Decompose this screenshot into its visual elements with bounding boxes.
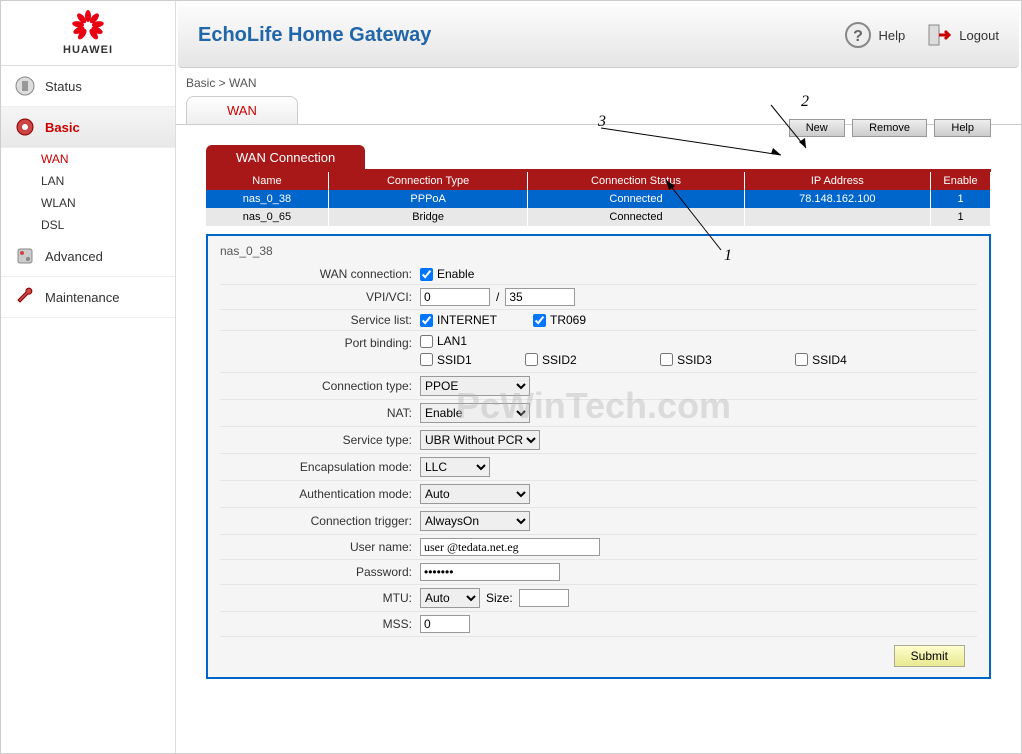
label-mtu: MTU:	[220, 591, 420, 605]
form-panel: nas_0_38 WAN connection: Enable VPI/VCI:…	[206, 234, 991, 679]
submit-button[interactable]: Submit	[894, 645, 965, 667]
content-area: PcWinTech.com WAN Connection New Remove …	[176, 125, 1021, 699]
action-buttons: New Remove Help	[785, 119, 991, 137]
status-icon	[13, 74, 37, 98]
main-area: EchoLife Home Gateway ? Help Logout Basi…	[176, 1, 1021, 753]
help-label: Help	[878, 28, 905, 43]
huawei-logo-icon	[67, 10, 109, 42]
help-action-button[interactable]: Help	[934, 119, 991, 137]
col-cstatus: Connection Status	[528, 172, 744, 190]
ssid4-checkbox[interactable]: SSID4	[795, 353, 847, 367]
label-auth: Authentication mode:	[220, 487, 420, 501]
label-encap: Encapsulation mode:	[220, 460, 420, 474]
internet-checkbox[interactable]: INTERNET	[420, 313, 497, 327]
col-enable: Enable	[931, 172, 991, 190]
label-conntype: Connection type:	[220, 379, 420, 393]
remove-button[interactable]: Remove	[852, 119, 927, 137]
sidebar-item-basic[interactable]: Basic	[1, 107, 175, 148]
enable-checkbox-label[interactable]: Enable	[420, 267, 474, 281]
new-button[interactable]: New	[789, 119, 845, 137]
col-ctype: Connection Type	[328, 172, 527, 190]
breadcrumb: Basic > WAN	[176, 70, 1021, 96]
label-username: User name:	[220, 540, 420, 554]
username-input[interactable]	[420, 538, 600, 556]
help-icon: ?	[844, 21, 872, 49]
subnav-lan[interactable]: LAN	[31, 170, 175, 192]
brand-name: HUAWEI	[63, 44, 113, 56]
subnav-dsl[interactable]: DSL	[31, 214, 175, 236]
header-bar: EchoLife Home Gateway ? Help Logout	[178, 3, 1019, 68]
section-title: WAN Connection	[206, 145, 365, 170]
wrench-icon	[13, 285, 37, 309]
size-input[interactable]	[519, 589, 569, 607]
label-servicelist: Service list:	[220, 313, 420, 327]
ssid3-checkbox[interactable]: SSID3	[660, 353, 712, 367]
subnav-wan[interactable]: WAN	[31, 148, 175, 170]
tr069-checkbox[interactable]: TR069	[533, 313, 586, 327]
label-servicetype: Service type:	[220, 433, 420, 447]
help-button[interactable]: ? Help	[844, 21, 905, 49]
label-nat: NAT:	[220, 406, 420, 420]
page-title: EchoLife Home Gateway	[198, 24, 824, 47]
auth-select[interactable]: Auto	[420, 484, 530, 504]
enable-checkbox[interactable]	[420, 268, 433, 281]
table-row[interactable]: nas_0_65 Bridge Connected 1	[206, 208, 991, 226]
tab-wan[interactable]: WAN	[186, 96, 298, 124]
tools-icon	[13, 244, 37, 268]
label-password: Password:	[220, 565, 420, 579]
mtu-select[interactable]: Auto	[420, 588, 480, 608]
label-vpivci: VPI/VCI:	[220, 290, 420, 304]
ssid1-checkbox[interactable]: SSID1	[420, 353, 472, 367]
label-portbinding: Port binding:	[220, 334, 420, 350]
col-name: Name	[206, 172, 328, 190]
label-trigger: Connection trigger:	[220, 514, 420, 528]
vci-input[interactable]	[505, 288, 575, 306]
logout-icon	[925, 21, 953, 49]
mss-input[interactable]	[420, 615, 470, 633]
subnav-basic: WAN LAN WLAN DSL	[1, 148, 175, 236]
sidebar-item-status[interactable]: Status	[1, 66, 175, 107]
encap-select[interactable]: LLC	[420, 457, 490, 477]
nav-label: Advanced	[45, 249, 103, 264]
svg-text:?: ?	[854, 28, 864, 45]
sidebar: HUAWEI Status Basic WAN LAN WLAN DSL Adv…	[1, 1, 176, 753]
label-mss: MSS:	[220, 617, 420, 631]
vpi-input[interactable]	[420, 288, 490, 306]
size-label: Size:	[486, 591, 513, 605]
logout-label: Logout	[959, 28, 999, 43]
nav-label: Maintenance	[45, 290, 119, 305]
password-input[interactable]	[420, 563, 560, 581]
lan1-checkbox[interactable]: LAN1	[420, 334, 467, 348]
nat-select[interactable]: Enable	[420, 403, 530, 423]
nav-label: Basic	[45, 120, 80, 135]
app-container: HUAWEI Status Basic WAN LAN WLAN DSL Adv…	[0, 0, 1022, 754]
subnav-wlan[interactable]: WLAN	[31, 192, 175, 214]
logo-area: HUAWEI	[1, 1, 175, 66]
sidebar-item-advanced[interactable]: Advanced	[1, 236, 175, 277]
logout-button[interactable]: Logout	[925, 21, 999, 49]
ssid2-checkbox[interactable]: SSID2	[525, 353, 577, 367]
table-row[interactable]: nas_0_38 PPPoA Connected 78.148.162.100 …	[206, 190, 991, 208]
nav-label: Status	[45, 79, 82, 94]
col-ip: IP Address	[744, 172, 930, 190]
servicetype-select[interactable]: UBR Without PCR	[420, 430, 540, 450]
conntype-select[interactable]: PPOE	[420, 376, 530, 396]
label-wan-conn: WAN connection:	[220, 267, 420, 281]
section-header: WAN Connection New Remove Help	[206, 145, 991, 172]
form-title: nas_0_38	[220, 244, 977, 258]
trigger-select[interactable]: AlwaysOn	[420, 511, 530, 531]
gear-icon	[13, 115, 37, 139]
wan-table: Name Connection Type Connection Status I…	[206, 172, 991, 226]
sidebar-item-maintenance[interactable]: Maintenance	[1, 277, 175, 318]
